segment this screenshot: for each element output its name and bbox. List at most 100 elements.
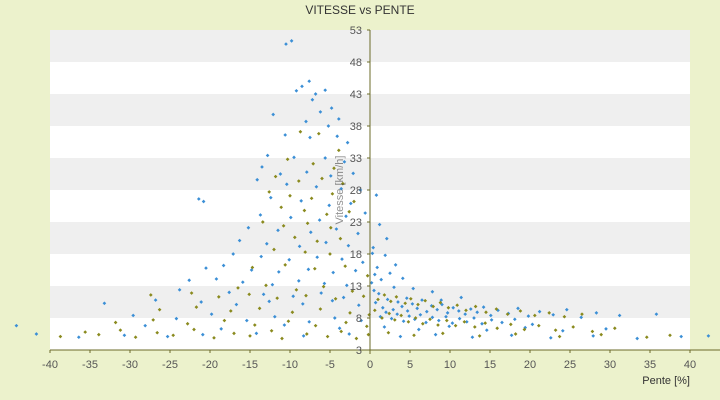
data-point [309, 196, 314, 201]
data-point [383, 253, 388, 258]
data-point [96, 332, 101, 337]
data-point [560, 328, 565, 333]
data-point [508, 322, 513, 327]
data-point [272, 314, 277, 319]
data-point [398, 334, 403, 339]
data-point [199, 300, 204, 304]
data-point [551, 312, 556, 317]
data-point [344, 320, 348, 325]
data-point [194, 305, 199, 309]
data-point [360, 260, 365, 265]
data-point [287, 257, 292, 262]
data-point [237, 238, 242, 243]
data-point [265, 153, 270, 158]
data-point [34, 332, 39, 336]
data-point [374, 193, 379, 197]
data-point [424, 320, 428, 325]
data-point [310, 97, 315, 102]
data-point [384, 236, 389, 241]
data-point [403, 301, 408, 306]
data-point [472, 325, 477, 329]
data-point [327, 203, 332, 208]
data-point [165, 334, 170, 339]
x-tick-labels: -40 -35 -30 -25 -20 -15 -10 -5 0 5 10 15 20 25 30 35 40 [42, 350, 696, 371]
data-point [319, 291, 324, 295]
data-point [537, 309, 542, 314]
data-point [391, 307, 396, 312]
x-tick-label: -5 [325, 359, 335, 371]
data-point [435, 307, 440, 312]
data-point [475, 310, 480, 315]
data-point [177, 288, 182, 292]
data-point [509, 333, 514, 338]
data-point [118, 328, 123, 332]
data-point [359, 318, 364, 323]
data-point [272, 247, 276, 252]
data-point [401, 319, 406, 324]
data-point [83, 330, 88, 334]
data-point [444, 314, 448, 319]
data-point [451, 305, 456, 310]
data-point [228, 309, 233, 313]
data-point [326, 124, 331, 128]
data-point [321, 284, 326, 289]
data-point [151, 318, 156, 322]
data-point [412, 333, 416, 338]
data-point [255, 177, 260, 182]
data-point [352, 199, 356, 204]
data-point [318, 307, 323, 311]
data-point [333, 296, 338, 301]
data-point [385, 297, 390, 302]
data-point [423, 298, 428, 303]
data-point [131, 313, 136, 318]
series-2 [58, 129, 672, 341]
data-point [297, 244, 302, 249]
data-point [280, 336, 284, 341]
data-point [231, 252, 236, 256]
data-point [216, 295, 221, 299]
series-1 [14, 39, 711, 341]
data-point [221, 263, 226, 268]
data-point [288, 193, 292, 198]
data-point [617, 313, 622, 318]
data-point [300, 84, 304, 89]
data-point [405, 309, 410, 313]
data-point [308, 230, 313, 235]
data-point [259, 254, 264, 259]
data-point [337, 326, 342, 331]
y-tick-label: 43 [350, 89, 362, 101]
data-point [286, 319, 291, 324]
data-point [468, 307, 473, 311]
data-point [450, 321, 455, 325]
data-point [324, 212, 329, 217]
data-point [400, 304, 404, 309]
data-point [431, 304, 436, 309]
data-point [282, 323, 287, 327]
data-point [400, 276, 405, 281]
data-point [250, 265, 255, 270]
data-point [500, 320, 504, 325]
data-point [320, 176, 324, 181]
y-tick-label: 13 [350, 281, 362, 293]
data-point [187, 278, 192, 283]
data-point [227, 290, 232, 295]
data-point [345, 140, 350, 145]
data-point [358, 188, 363, 192]
data-point [404, 296, 409, 300]
data-point [430, 315, 435, 320]
data-point [340, 257, 344, 261]
x-tick-label: 15 [484, 359, 496, 371]
y-tick-label: 33 [350, 153, 362, 165]
data-point [604, 327, 608, 331]
x-axis-title: Pente [%] [642, 375, 690, 387]
data-point [706, 334, 711, 338]
data-point [408, 296, 413, 301]
data-point [420, 298, 424, 302]
data-point [594, 311, 599, 315]
data-point [440, 331, 445, 336]
data-point [260, 165, 264, 169]
data-point [571, 325, 576, 329]
data-point [433, 332, 438, 337]
y-tick-label: 38 [350, 121, 362, 133]
